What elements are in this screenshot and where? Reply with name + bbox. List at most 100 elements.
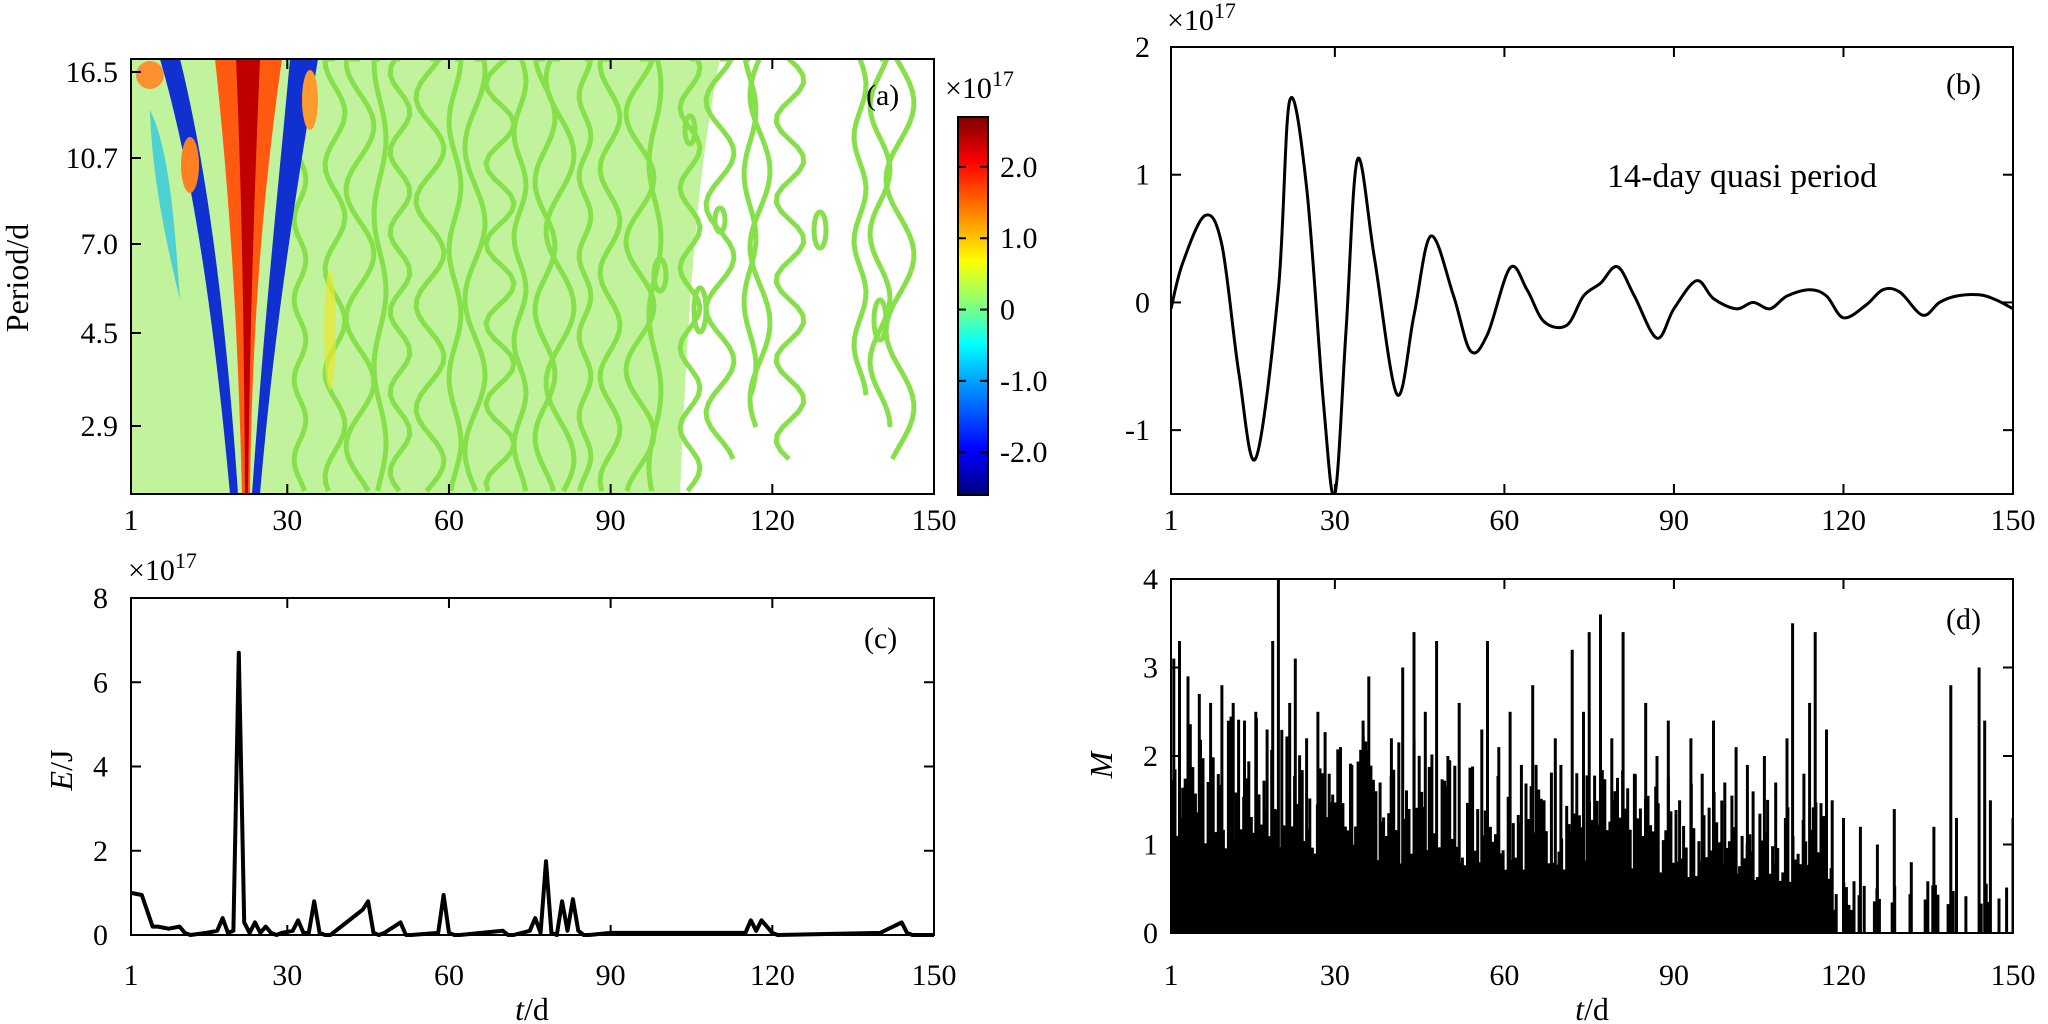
- bar-d-fill: [1600, 770, 1604, 933]
- contour-loop: [712, 205, 728, 235]
- bar-d-fill: [1758, 813, 1762, 933]
- bar-d-fill: [1951, 890, 1955, 933]
- x-tick-label: 30: [272, 504, 302, 537]
- contour-line: [597, 59, 623, 492]
- bar-d-fill: [1527, 819, 1530, 933]
- y-tick-label: 0: [1143, 917, 1158, 950]
- bar-d-fill: [1850, 909, 1853, 933]
- bar-d-peak: [1802, 773, 1806, 933]
- bar-d-fill: [1417, 755, 1421, 933]
- line-c-frame: [130, 597, 935, 936]
- bar-d-fill: [1847, 904, 1851, 933]
- bar-d-fill: [1692, 828, 1696, 933]
- bar-d-fill: [1410, 853, 1413, 933]
- bar-d-fill: [1816, 852, 1820, 933]
- bar-d-peak: [1830, 800, 1834, 933]
- bar-d-peak: [1293, 658, 1297, 933]
- x-tick-label: 90: [596, 959, 626, 992]
- bar-d-fill: [1371, 779, 1375, 933]
- bar-d-fill: [1211, 757, 1215, 933]
- bar-d-fill: [1717, 842, 1721, 933]
- y-tick-label: 0: [1135, 286, 1150, 319]
- contour-line: [343, 59, 377, 493]
- bar-d-fill: [1565, 805, 1569, 933]
- heatmap-y-ticks: 16.5 10.7 7.0 4.5 2.9: [66, 56, 141, 443]
- bar-d-peak: [1949, 685, 1953, 933]
- colorbar-tick-label: 1.0: [1000, 222, 1038, 255]
- bar-d-fill: [1514, 857, 1518, 933]
- bar-d-x-axis-label: t/d: [1575, 991, 1609, 1024]
- colorbar-tick-label: -1.0: [1000, 365, 1048, 398]
- bar-d-fill: [1794, 859, 1797, 933]
- bar-d-fill: [1590, 819, 1594, 933]
- bar-d-peak: [1842, 818, 1845, 933]
- contour-line: [413, 59, 447, 493]
- bar-d-fill: [1819, 803, 1823, 933]
- bar-d-fill: [2005, 887, 2009, 933]
- bar-d-peak: [1457, 702, 1461, 933]
- x-tick-label: 150: [1991, 504, 2036, 537]
- bar-d-fill: [1768, 873, 1772, 933]
- bar-d-fill: [1776, 848, 1780, 933]
- bar-d-fill: [1204, 843, 1208, 933]
- contour-loop: [811, 209, 829, 251]
- bar-d-fill: [1720, 800, 1724, 933]
- bar-d-fill: [1511, 823, 1515, 933]
- x-tick-label: 60: [434, 959, 464, 992]
- bar-d-fill: [1483, 810, 1487, 933]
- bar-d-fill: [1595, 800, 1599, 933]
- y-tick-label: 4: [1143, 563, 1158, 596]
- bar-d-peak: [1632, 773, 1636, 933]
- bar-d-fill: [1580, 827, 1584, 933]
- line-c-exponent: ×1017: [128, 548, 197, 587]
- panel-c-line-chart: 1 30 60 90 120 150 8 6 4 2 0 ×1017 (c) E/J t/d: [43, 548, 957, 1024]
- bar-d-fill: [1684, 847, 1688, 933]
- y-tick-label: 7.0: [81, 228, 119, 261]
- bar-d-fill: [1852, 881, 1856, 933]
- bar-d-peak: [1678, 800, 1682, 933]
- bar-d-peak: [1389, 738, 1393, 933]
- bar-d-series: [1171, 579, 2013, 933]
- bar-d-fill: [1516, 814, 1520, 933]
- bar-d-fill: [1321, 773, 1324, 933]
- x-tick-label: 30: [272, 959, 302, 992]
- bar-d-fill: [1394, 830, 1398, 933]
- bar-d-fill: [1466, 802, 1469, 933]
- bar-d-peak: [1367, 676, 1371, 933]
- bar-d-fill: [1827, 878, 1831, 933]
- contour-line: [446, 59, 464, 492]
- contour-line: [543, 59, 577, 493]
- bar-d-fill: [1191, 767, 1195, 933]
- x-tick-label: 60: [1489, 959, 1519, 992]
- bar-d-peak: [1178, 641, 1181, 933]
- bar-d-fill: [1521, 869, 1525, 933]
- bar-d-fill: [1707, 807, 1711, 933]
- colorbar-exponent: ×1017: [945, 66, 1014, 105]
- bar-d-peak: [1327, 773, 1331, 933]
- line-c-x-ticks: 1 30 60 90 120 150: [124, 598, 957, 992]
- bar-d-fill: [1661, 840, 1665, 933]
- contour-line: [387, 59, 413, 493]
- bar-d-fill: [1603, 779, 1607, 933]
- orange-blob-top: [136, 61, 164, 89]
- bar-d-fill: [1979, 903, 1983, 933]
- y-tick-label: 8: [93, 582, 108, 615]
- bar-d-peak: [1423, 711, 1427, 933]
- bar-d-peak: [1469, 773, 1472, 933]
- bar-d-fill: [1674, 810, 1678, 933]
- contour-line: [883, 59, 917, 461]
- bar-d-fill: [1529, 786, 1533, 933]
- bar-d-fill: [1181, 787, 1185, 933]
- negative-flank-right: [252, 59, 318, 494]
- bar-d-fill: [1257, 794, 1261, 933]
- bar-d-fill: [1753, 880, 1757, 933]
- x-tick-label: 60: [1489, 504, 1519, 537]
- bar-d-fill: [1176, 835, 1180, 933]
- bar-d-peak: [1486, 641, 1489, 933]
- bar-d-peak: [1621, 632, 1625, 933]
- bar-d-peak: [1983, 720, 1987, 933]
- bar-d-fill: [1534, 764, 1538, 933]
- x-tick-label: 1: [124, 504, 139, 537]
- bar-d-fill: [1336, 749, 1340, 933]
